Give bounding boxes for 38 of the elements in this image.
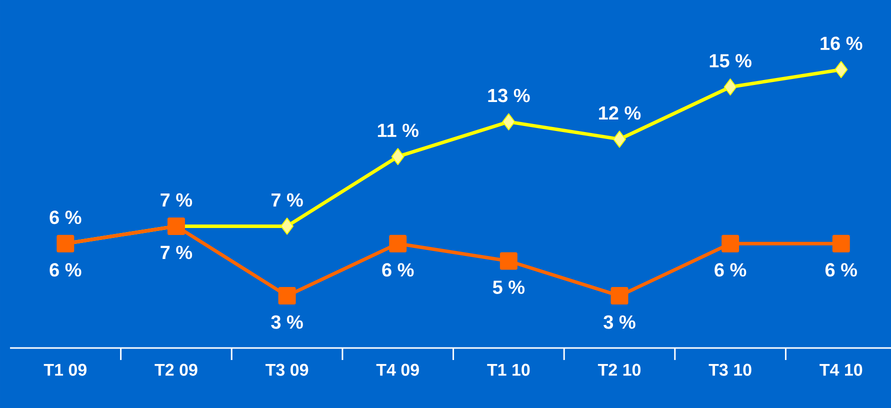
point	[724, 78, 737, 96]
point	[500, 252, 518, 270]
point	[389, 234, 407, 252]
point	[56, 234, 74, 252]
x-tick-label: T4 09	[376, 364, 419, 376]
data-label: 5 %	[492, 280, 525, 294]
data-label: 6 %	[50, 210, 82, 224]
data-label: 7 %	[160, 193, 192, 207]
data-label: 16 %	[820, 36, 862, 50]
point	[280, 218, 294, 235]
x-tick-label: T1 10	[487, 364, 530, 376]
data-label: 6 %	[50, 263, 82, 277]
point	[391, 148, 404, 166]
x-tick-label: T4 10	[820, 364, 862, 376]
data-label: 13 %	[488, 88, 530, 102]
x-tick-label: T2 10	[598, 364, 641, 376]
data-label: 11 %	[378, 124, 418, 138]
point	[502, 113, 516, 130]
point	[278, 287, 296, 305]
data-label: 3 %	[604, 315, 636, 329]
data-label: 6 %	[825, 263, 857, 277]
point	[613, 130, 626, 148]
data-label: 3 %	[271, 315, 303, 329]
data-label: 12 %	[599, 106, 641, 120]
data-label: 6 %	[714, 263, 746, 277]
point	[834, 61, 848, 78]
data-label: 15 %	[710, 54, 752, 68]
data-label: 7 %	[271, 193, 303, 207]
point	[610, 287, 628, 305]
x-tick-label: T3 09	[266, 364, 308, 376]
x-tick-label: T1 09	[44, 364, 87, 376]
data-label: 6 %	[382, 263, 414, 277]
x-tick-label: T3 10	[708, 364, 752, 376]
x-tick-label: T2 09	[154, 364, 198, 376]
data-label: 7 %	[160, 246, 192, 260]
point	[722, 234, 740, 252]
point	[832, 234, 850, 252]
point	[167, 217, 185, 235]
